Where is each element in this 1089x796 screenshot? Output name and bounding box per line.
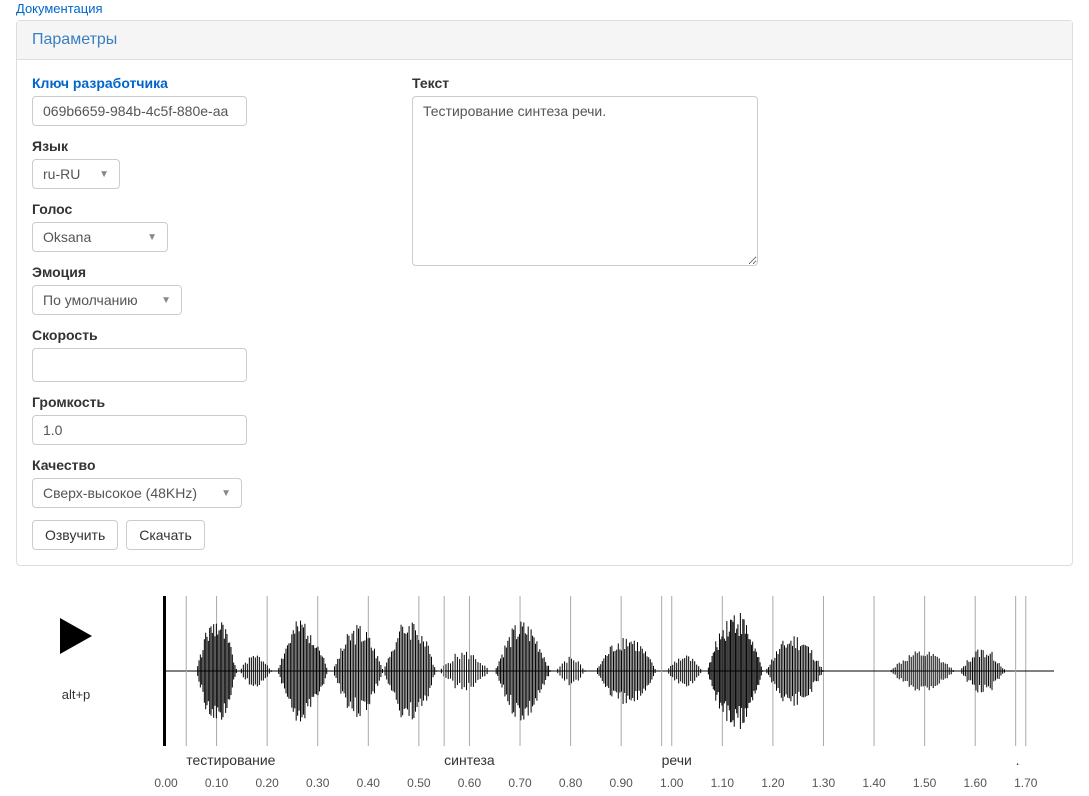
chevron-down-icon: ▼ bbox=[99, 169, 109, 180]
waveform-ticks-row: 0.00 0.10 0.20 0.30 0.40 0.50 0.60 0.70 0.80 0.90… bbox=[156, 776, 1056, 796]
download-button[interactable]: Скачать bbox=[126, 520, 205, 550]
dev-key-label[interactable]: Ключ разработчика bbox=[32, 75, 372, 91]
waveform-tick-label: 1.30 bbox=[812, 776, 835, 790]
waveform-word: . bbox=[1016, 752, 1020, 768]
waveform-words-row: тестирование синтеза речи. bbox=[156, 752, 1056, 772]
waveform-word: речи bbox=[662, 752, 692, 768]
lang-label: Язык bbox=[32, 138, 372, 154]
waveform-tick-label: 0.20 bbox=[255, 776, 278, 790]
waveform-word: синтеза bbox=[444, 752, 495, 768]
waveform-tick-label: 1.50 bbox=[913, 776, 936, 790]
dev-key-input[interactable] bbox=[32, 96, 247, 126]
volume-label: Громкость bbox=[32, 394, 372, 410]
text-label: Текст bbox=[412, 75, 1057, 91]
params-panel: Параметры Ключ разработчика Язык ru-RU ▼… bbox=[16, 20, 1073, 566]
documentation-link[interactable]: Документация bbox=[0, 1, 119, 20]
lang-select[interactable]: ru-RU ▼ bbox=[32, 159, 120, 189]
panel-title: Параметры bbox=[17, 21, 1072, 60]
voice-value: Oksana bbox=[43, 229, 91, 245]
voice-label: Голос bbox=[32, 201, 372, 217]
chevron-down-icon: ▼ bbox=[147, 232, 157, 243]
voice-select[interactable]: Oksana ▼ bbox=[32, 222, 168, 252]
waveform-tick-label: 1.00 bbox=[660, 776, 683, 790]
emotion-select[interactable]: По умолчанию ▼ bbox=[32, 285, 182, 315]
speed-input[interactable] bbox=[32, 348, 247, 382]
chevron-down-icon: ▼ bbox=[161, 295, 171, 306]
waveform-chart bbox=[156, 596, 1056, 746]
emotion-value: По умолчанию bbox=[43, 292, 138, 308]
waveform-tick-label: 0.90 bbox=[609, 776, 632, 790]
waveform-tick-label: 1.20 bbox=[761, 776, 784, 790]
waveform-tick-label: 1.60 bbox=[964, 776, 987, 790]
lang-value: ru-RU bbox=[43, 166, 80, 182]
waveform-tick-label: 0.80 bbox=[559, 776, 582, 790]
chevron-down-icon: ▼ bbox=[221, 488, 231, 499]
play-icon bbox=[56, 616, 96, 656]
play-button[interactable] bbox=[56, 616, 96, 656]
waveform-tick-label: 0.50 bbox=[407, 776, 430, 790]
play-shortcut-hint: alt+p bbox=[16, 687, 136, 702]
volume-input[interactable] bbox=[32, 415, 247, 445]
quality-value: Сверх-высокое (48KHz) bbox=[43, 485, 197, 501]
text-textarea[interactable] bbox=[412, 96, 758, 266]
waveform-tick-label: 0.70 bbox=[508, 776, 531, 790]
quality-label: Качество bbox=[32, 457, 372, 473]
waveform-tick-label: 0.40 bbox=[357, 776, 380, 790]
waveform-tick-label: 1.40 bbox=[862, 776, 885, 790]
emotion-label: Эмоция bbox=[32, 264, 372, 280]
waveform-tick-label: 0.00 bbox=[154, 776, 177, 790]
waveform-tick-label: 1.10 bbox=[711, 776, 734, 790]
waveform-tick-label: 0.60 bbox=[458, 776, 481, 790]
waveform-tick-label: 0.10 bbox=[205, 776, 228, 790]
waveform-word: тестирование bbox=[186, 752, 275, 768]
speed-label: Скорость bbox=[32, 327, 372, 343]
quality-select[interactable]: Сверх-высокое (48KHz) ▼ bbox=[32, 478, 242, 508]
waveform-tick-label: 0.30 bbox=[306, 776, 329, 790]
waveform-tick-label: 1.70 bbox=[1014, 776, 1037, 790]
speak-button[interactable]: Озвучить bbox=[32, 520, 118, 550]
